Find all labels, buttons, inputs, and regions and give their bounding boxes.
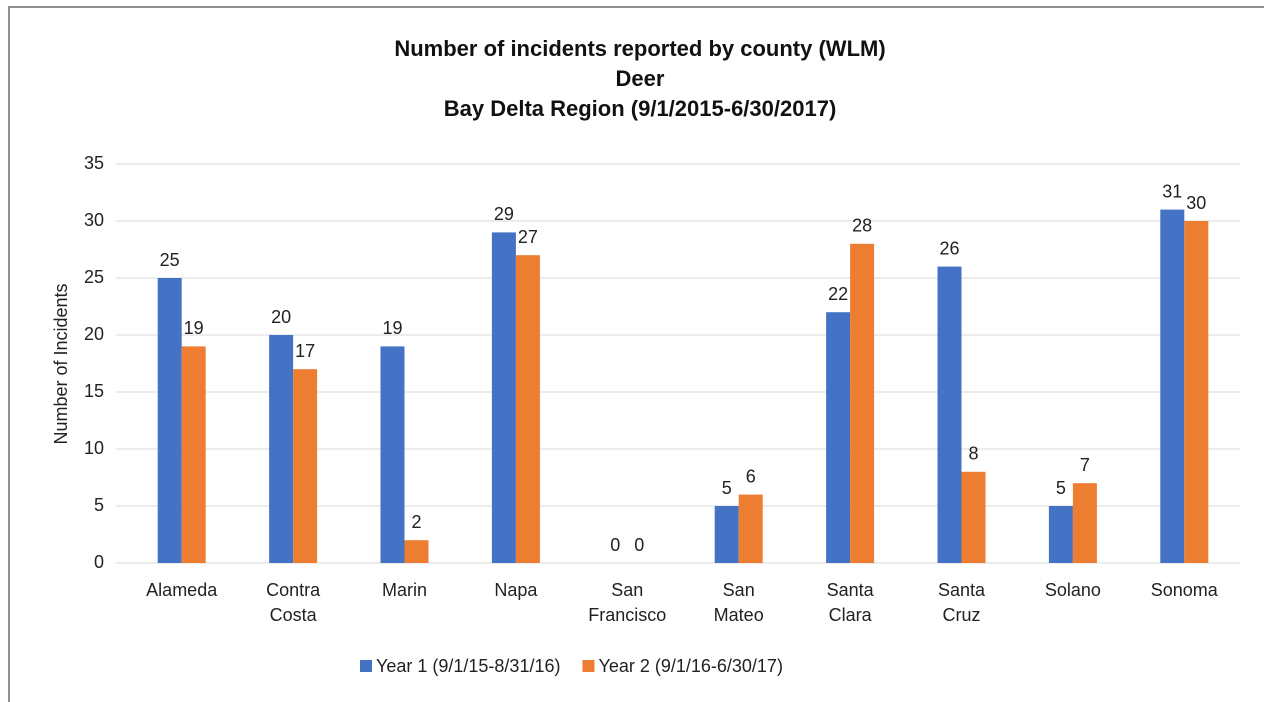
legend-label: Year 2 (9/1/16-6/30/17) [598, 656, 782, 676]
x-tick-label: Solano [1045, 580, 1101, 600]
data-label: 7 [1080, 455, 1090, 475]
bar [826, 312, 851, 563]
data-label: 0 [634, 535, 644, 555]
bar [404, 540, 429, 563]
y-tick-label: 0 [94, 552, 104, 572]
data-label: 31 [1162, 181, 1182, 201]
data-label: 17 [295, 341, 315, 361]
bar [738, 494, 763, 563]
data-label: 6 [746, 466, 756, 486]
x-tick-label: Contra Costa [266, 580, 321, 625]
bar [961, 471, 986, 563]
y-tick-label: 10 [84, 438, 104, 458]
bar [1160, 209, 1185, 563]
x-tick-label: Santa Clara [827, 580, 875, 625]
data-label: 20 [271, 307, 291, 327]
bar [157, 278, 182, 563]
data-label: 5 [1056, 478, 1066, 498]
chart-subtitle: Bay Delta Region (9/1/2015-6/30/2017) [444, 96, 837, 121]
x-tick-label: San Francisco [588, 580, 666, 625]
x-tick-label: Alameda [146, 580, 218, 600]
legend-swatch [360, 660, 372, 672]
bar [515, 255, 540, 563]
x-tick-label: Marin [382, 580, 427, 600]
y-tick-label: 20 [84, 324, 104, 344]
bar [181, 346, 206, 563]
bar [1072, 483, 1097, 563]
bar [269, 335, 294, 563]
bar [293, 369, 318, 563]
data-label: 25 [160, 250, 180, 270]
data-label: 22 [828, 284, 848, 304]
bar [1184, 221, 1209, 563]
y-tick-label: 35 [84, 153, 104, 173]
data-label: 0 [610, 535, 620, 555]
y-axis-label: Number of Incidents [51, 283, 71, 444]
y-tick-label: 30 [84, 210, 104, 230]
chart-frame [8, 6, 1264, 702]
legend-swatch [582, 660, 595, 672]
bar [491, 232, 516, 563]
bar [1048, 506, 1073, 563]
data-label: 19 [184, 318, 204, 338]
data-label: 27 [518, 227, 538, 247]
data-label: 30 [1186, 193, 1206, 213]
data-label: 28 [852, 216, 872, 236]
data-label: 26 [939, 238, 959, 258]
data-label: 2 [411, 512, 421, 532]
x-tick-label: San Mateo [714, 580, 764, 625]
data-label: 29 [494, 204, 514, 224]
y-tick-label: 15 [84, 381, 104, 401]
bar [850, 243, 875, 564]
x-tick-label: Santa Cruz [938, 580, 986, 625]
bar [380, 346, 405, 563]
bar [937, 266, 962, 563]
x-tick-label: Sonoma [1151, 580, 1219, 600]
chart-subtitle: Deer [616, 66, 665, 91]
data-label: 5 [722, 478, 732, 498]
y-tick-label: 25 [84, 267, 104, 287]
legend-label: Year 1 (9/1/15-8/31/16) [376, 656, 560, 676]
data-label: 8 [968, 444, 978, 464]
chart-title: Number of incidents reported by county (… [394, 36, 885, 61]
data-label: 19 [382, 318, 402, 338]
x-tick-label: Napa [494, 580, 538, 600]
bar [714, 506, 739, 563]
y-tick-label: 5 [94, 495, 104, 515]
